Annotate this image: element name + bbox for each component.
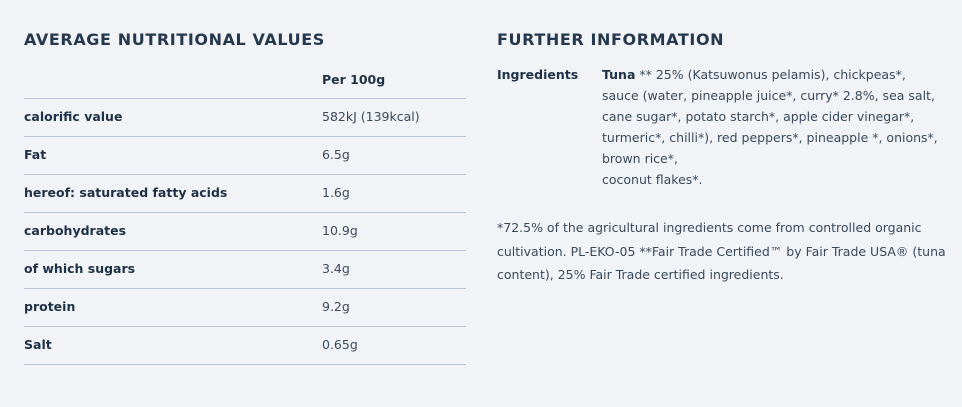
row-value: 9.2g <box>322 299 350 314</box>
row-value: 582kJ (139kcal) <box>322 109 420 124</box>
ingredient-line: Tuna ** 25% (Katsuwonus pelamis), chickp… <box>602 67 906 82</box>
row-value: 3.4g <box>322 261 350 276</box>
ingredient-text: turmeric*, chilli*), red peppers*, pinea… <box>602 130 938 145</box>
note-line: content), 25% Fair Trade certified ingre… <box>497 267 784 282</box>
ingredient-text: cane sugar*, potato starch*, apple cider… <box>602 109 915 124</box>
row-divider <box>24 174 466 175</box>
row-label: Salt <box>24 337 52 352</box>
row-divider <box>24 288 466 289</box>
row-value: 10.9g <box>322 223 358 238</box>
row-divider <box>24 98 466 99</box>
ingredient-line: turmeric*, chilli*), red peppers*, pinea… <box>602 130 938 145</box>
note-line: *72.5% of the agricultural ingredients c… <box>497 220 922 235</box>
ingredient-text: brown rice*, <box>602 151 678 166</box>
row-label: carbohydrates <box>24 223 127 238</box>
ingredient-line: brown rice*, <box>602 151 678 166</box>
row-divider <box>24 136 466 137</box>
column-header: Per 100g <box>322 72 386 87</box>
further-title: FURTHER INFORMATION <box>497 30 725 49</box>
ingredient-text: sauce (water, pineapple juice*, curry* 2… <box>602 88 935 103</box>
ingredients-label: Ingredients <box>497 67 579 82</box>
ingredient-line: cane sugar*, potato starch*, apple cider… <box>602 109 914 124</box>
row-label: protein <box>24 299 76 314</box>
row-value: 0.65g <box>322 337 358 352</box>
row-label: Fat <box>24 147 47 162</box>
nutrition-title: AVERAGE NUTRITIONAL VALUES <box>24 30 325 49</box>
ingredient-text: coconut flakes*. <box>602 172 703 187</box>
row-label: calorific value <box>24 109 123 124</box>
note-line: cultivation. PL-EKO-05 **Fair Trade Cert… <box>497 243 946 259</box>
ingredient-main: Tuna <box>602 67 636 82</box>
ingredient-line: coconut flakes*. <box>602 172 703 187</box>
row-divider <box>24 250 466 251</box>
row-divider <box>24 364 466 365</box>
row-divider <box>24 326 466 327</box>
ingredient-text: ** 25% (Katsuwonus pelamis), chickpeas*, <box>635 67 906 82</box>
ingredient-line: sauce (water, pineapple juice*, curry* 2… <box>602 88 935 103</box>
row-label: hereof: saturated fatty acids <box>24 185 228 200</box>
row-label: of which sugars <box>24 261 136 276</box>
row-divider <box>24 212 466 213</box>
row-value: 6.5g <box>322 147 350 162</box>
row-value: 1.6g <box>322 185 350 200</box>
